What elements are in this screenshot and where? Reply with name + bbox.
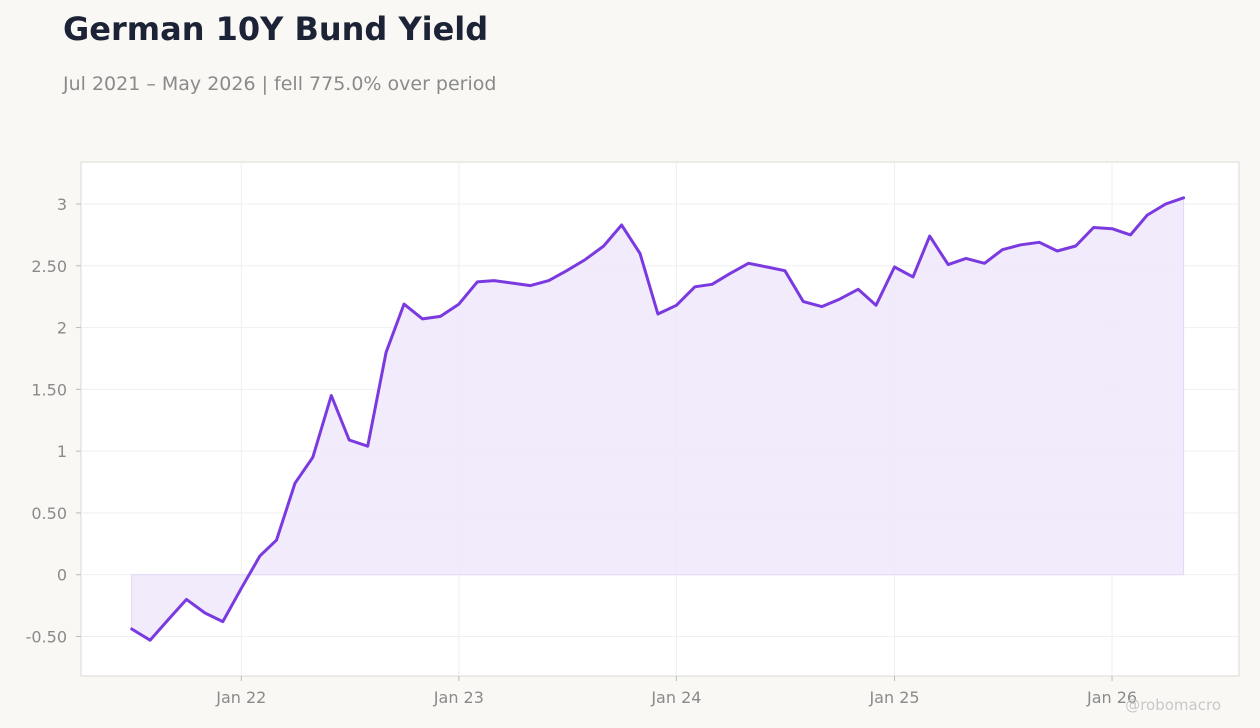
x-axis-ticks: Jan 22 Jan 23 Jan 24 Jan 25 Jan 26 [215, 676, 1137, 707]
x-tick-label: Jan 23 [433, 688, 484, 707]
chart-subtitle: Jul 2021 – May 2026 | fell 775.0% over p… [63, 73, 497, 95]
x-tick-label: Jan 24 [650, 688, 701, 707]
y-tick-label: 1.50 [31, 380, 67, 399]
y-tick-label: 2.50 [31, 257, 67, 276]
chart-title: German 10Y Bund Yield [63, 10, 489, 48]
watermark: @robomacro [1125, 696, 1221, 714]
y-tick-label: -0.50 [26, 627, 67, 646]
y-tick-label: 1 [57, 442, 67, 461]
series-line [130, 196, 1186, 642]
x-tick-label: Jan 22 [215, 688, 266, 707]
y-tick-label: 0.50 [31, 504, 67, 523]
y-tick-label: 2 [57, 319, 67, 338]
y-tick-label: 0 [57, 566, 67, 585]
x-tick-label: Jan 25 [868, 688, 919, 707]
y-tick-label: 3 [57, 195, 67, 214]
y-axis-ticks: -0.50 0 0.50 1 1.50 2 2.50 3 [26, 195, 81, 646]
x-tick-label: Jan 26 [1086, 688, 1137, 707]
